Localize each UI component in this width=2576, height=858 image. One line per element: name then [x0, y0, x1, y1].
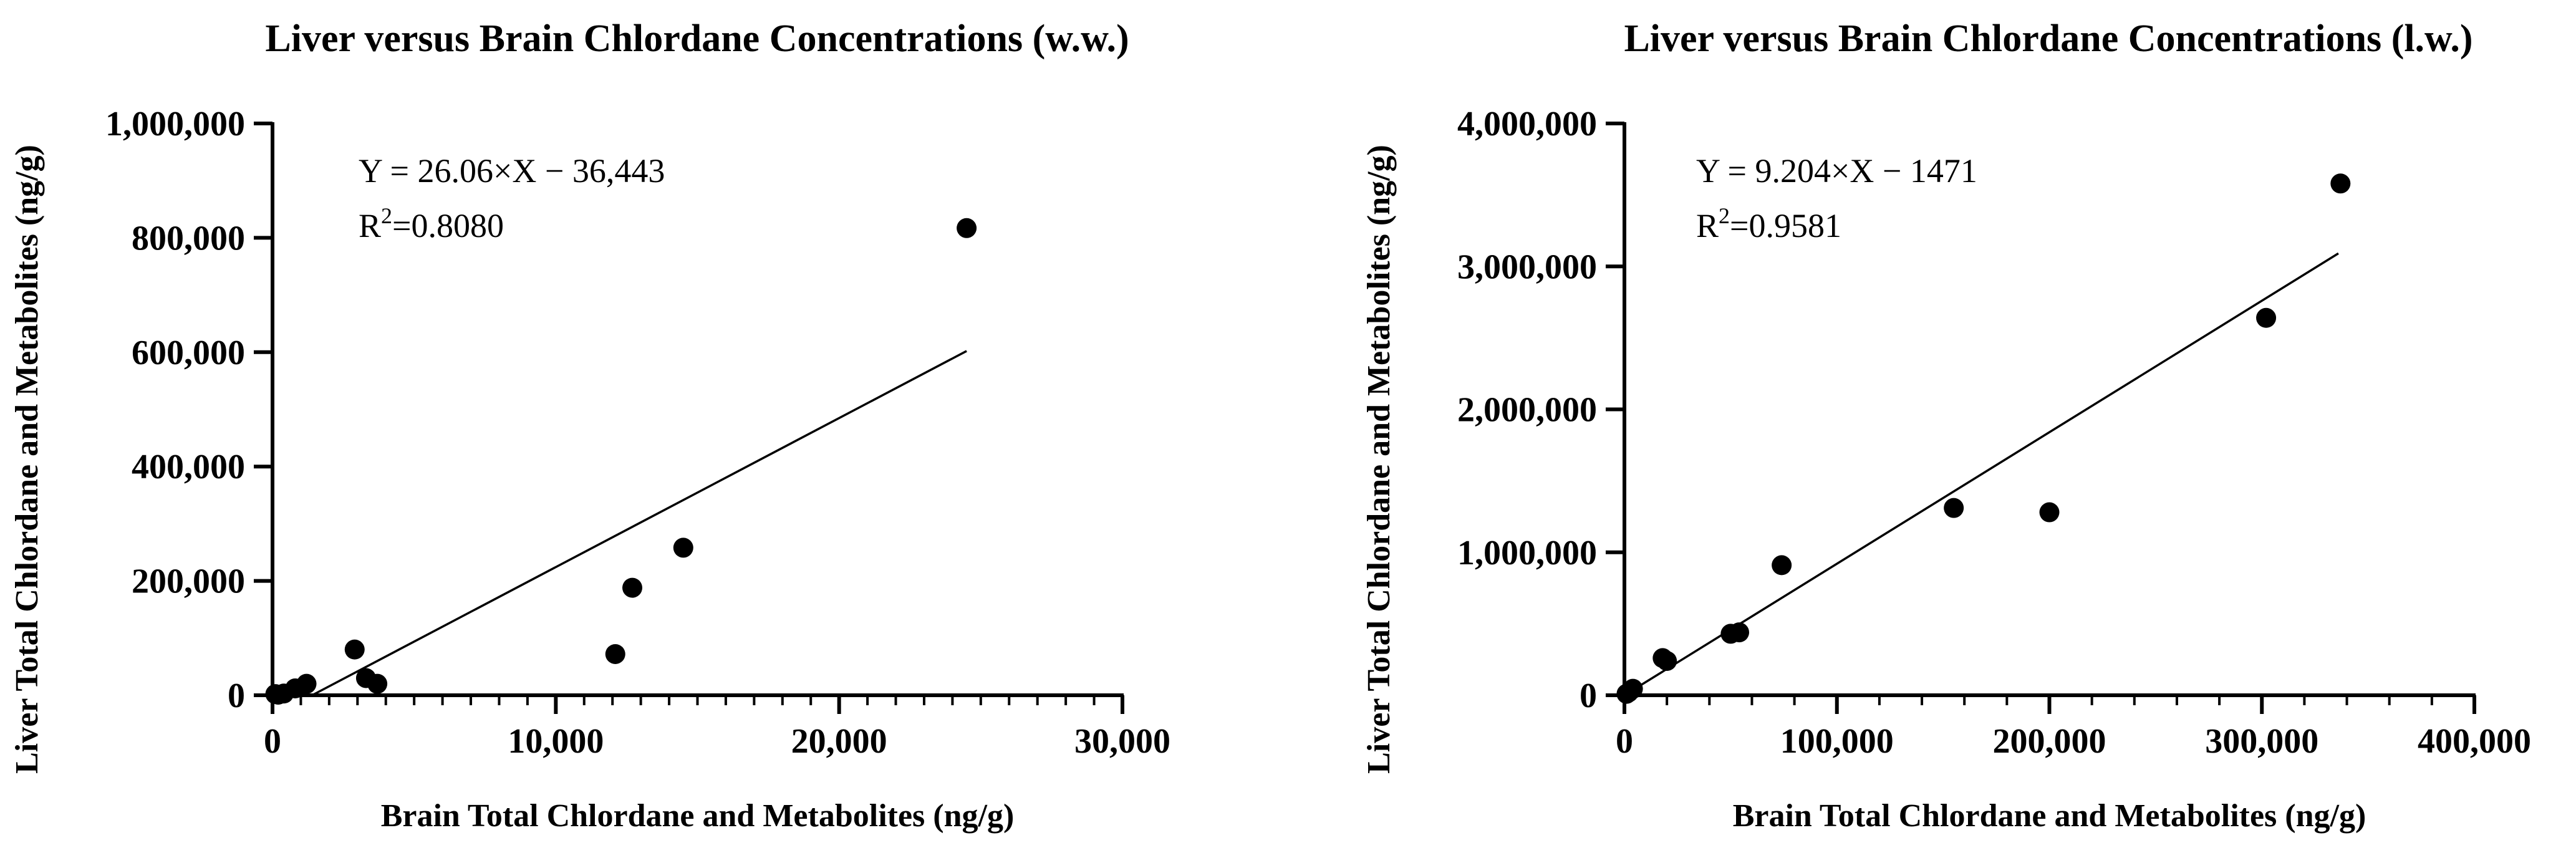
- data-point: [2256, 307, 2277, 328]
- x-tick-label: 0: [264, 722, 281, 761]
- y-tick-label: 1,000,000: [105, 105, 245, 143]
- y-axis-label: Liver Total Chlordane and Metabolites (n…: [9, 145, 45, 774]
- r-squared-value: =0.8080: [392, 207, 504, 244]
- chart-panel-lw: Liver versus Brain Chlordane Concentrati…: [1361, 17, 2531, 834]
- r-squared-exponent: 2: [1719, 203, 1730, 228]
- y-tick-label: 3,000,000: [1457, 248, 1597, 286]
- chart-title: Liver versus Brain Chlordane Concentrati…: [1624, 17, 2472, 60]
- data-point: [2330, 173, 2351, 194]
- regression-equation: Y = 9.204×X − 1471: [1696, 152, 1977, 190]
- data-point: [1623, 678, 1643, 699]
- x-axis-label: Brain Total Chlordane and Metabolites (n…: [381, 798, 1015, 834]
- r-squared-value: =0.9581: [1730, 207, 1841, 244]
- data-point: [2039, 502, 2060, 523]
- data-point: [344, 639, 365, 660]
- chart-panel-ww: Liver versus Brain Chlordane Concentrati…: [9, 17, 1170, 834]
- x-tick-label: 30,000: [1074, 722, 1170, 761]
- x-tick-label: 100,000: [1780, 722, 1894, 761]
- data-point: [957, 218, 977, 238]
- r-squared-prefix: R: [359, 207, 381, 244]
- x-axis-label: Brain Total Chlordane and Metabolites (n…: [1733, 798, 2366, 834]
- regression-line: [1624, 252, 2339, 697]
- data-point: [1729, 622, 1750, 643]
- x-tick-label: 10,000: [508, 722, 604, 761]
- data-point: [622, 577, 643, 598]
- y-tick-label: 1,000,000: [1457, 534, 1597, 572]
- x-tick-label: 0: [1616, 722, 1633, 761]
- chart-title: Liver versus Brain Chlordane Concentrati…: [265, 17, 1129, 60]
- data-point: [673, 537, 693, 558]
- y-tick-label: 2,000,000: [1457, 391, 1597, 430]
- r-squared-prefix: R: [1696, 207, 1719, 244]
- r-squared-exponent: 2: [381, 203, 392, 228]
- data-point: [1944, 498, 1964, 518]
- data-point: [367, 673, 388, 694]
- r-squared-label: R2=0.9581: [1696, 203, 1841, 244]
- r-squared-label: R2=0.8080: [359, 203, 504, 244]
- x-tick-label: 300,000: [2205, 722, 2318, 761]
- regression-line: [311, 350, 967, 697]
- data-point: [1657, 650, 1677, 671]
- y-tick-label: 800,000: [132, 219, 245, 258]
- y-tick-label: 4,000,000: [1457, 105, 1597, 143]
- regression-equation: Y = 26.06×X − 36,443: [359, 152, 665, 190]
- y-axis-label: Liver Total Chlordane and Metabolites (n…: [1361, 145, 1397, 774]
- y-tick-label: 0: [1580, 677, 1597, 715]
- data-point: [296, 673, 317, 694]
- y-tick-label: 200,000: [132, 562, 245, 601]
- y-tick-label: 400,000: [132, 448, 245, 486]
- data-point: [1772, 555, 1792, 576]
- y-tick-label: 0: [228, 677, 245, 715]
- x-tick-label: 400,000: [2418, 722, 2531, 761]
- x-tick-label: 20,000: [791, 722, 887, 761]
- data-point: [605, 644, 625, 664]
- x-tick-label: 200,000: [1993, 722, 2106, 761]
- y-tick-label: 600,000: [132, 334, 245, 372]
